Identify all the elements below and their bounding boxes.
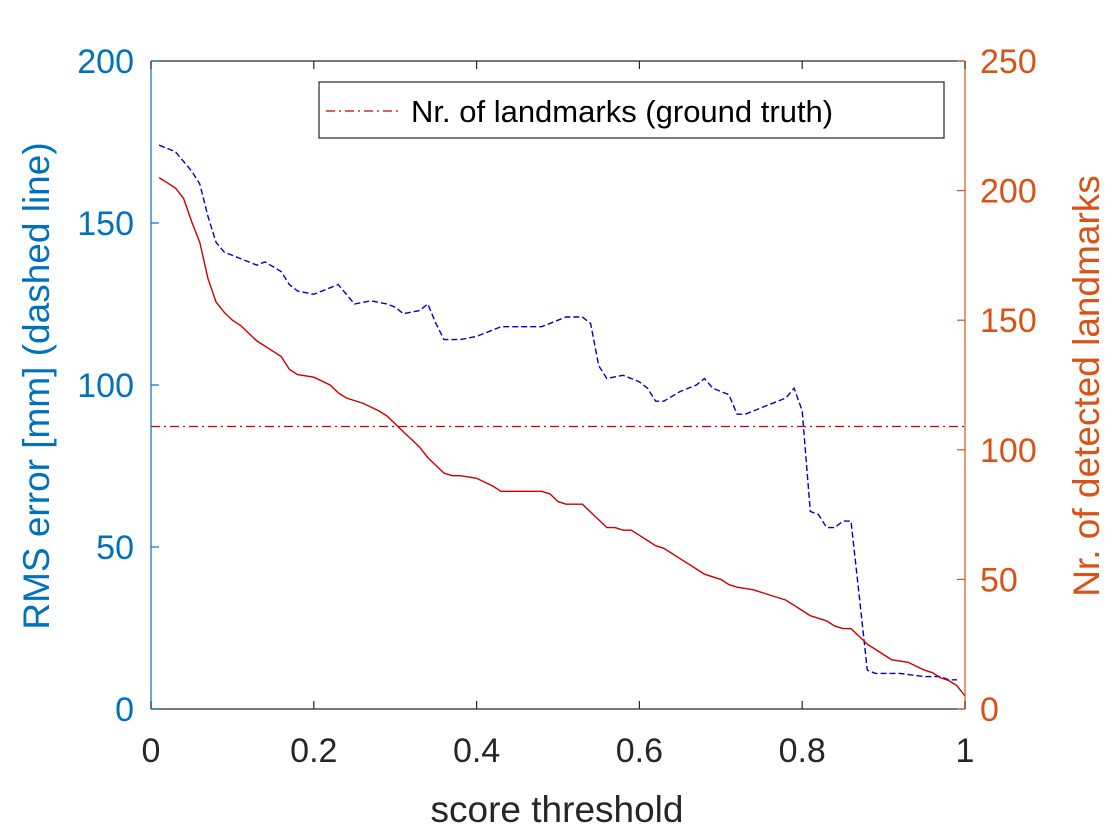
y-right-tick-label: 50 [980, 561, 1018, 599]
y-left-axis-ticks: 0 50 100 150 200 [77, 43, 159, 729]
y-right-axis-ticks: 0 50 100 150 200 250 [957, 43, 1037, 729]
y-left-tick-label: 0 [115, 691, 134, 729]
x-axis-title: score threshold [431, 789, 684, 830]
legend: Nr. of landmarks (ground truth) [318, 81, 945, 139]
y-left-tick-label: 50 [96, 529, 134, 567]
series-detected-landmarks-line [158, 177, 966, 697]
legend-box [318, 81, 945, 139]
series-rms-error-line [158, 144, 957, 681]
x-tick-label: 0.2 [290, 732, 337, 770]
x-tick-label: 0 [142, 732, 161, 770]
y-right-tick-label: 200 [980, 173, 1037, 211]
y-right-tick-label: 100 [980, 432, 1037, 470]
y-left-tick-label: 150 [77, 205, 134, 243]
legend-entry-ground-truth: Nr. of landmarks (ground truth) [411, 94, 833, 129]
y-right-tick-label: 0 [980, 691, 999, 729]
y-left-tick-label: 100 [77, 367, 134, 405]
x-axis-ticks: 0 0.2 0.4 0.6 0.8 1 [142, 61, 975, 770]
y-right-axis-title: Nr. of detected landmarks [1066, 175, 1107, 597]
x-tick-label: 0.4 [453, 732, 500, 770]
x-tick-label: 0.6 [616, 732, 663, 770]
y-left-axis-title: RMS error [mm] (dashed line) [16, 142, 57, 629]
plot-area [150, 60, 966, 710]
y-right-tick-label: 150 [980, 302, 1037, 340]
x-tick-label: 1 [956, 732, 975, 770]
y-left-tick-label: 200 [77, 43, 134, 81]
x-tick-label: 0.8 [779, 732, 826, 770]
y-right-tick-label: 250 [980, 43, 1037, 81]
